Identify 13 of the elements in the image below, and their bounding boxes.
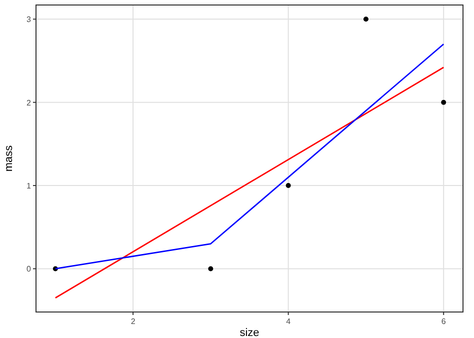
y-tick-label: 2 (26, 98, 32, 108)
y-axis-title: mass (3, 144, 15, 172)
point (363, 16, 368, 22)
x-tick-label: 6 (441, 317, 446, 326)
point (208, 266, 214, 272)
x-axis-title: size (240, 327, 260, 338)
x-tick-label: 4 (286, 317, 292, 326)
y-tick-label: 3 (26, 15, 32, 24)
point (441, 100, 446, 105)
x-tick-label: 2 (130, 317, 136, 326)
y-tick-label: 0 (26, 264, 32, 274)
y-tick-label: 1 (26, 182, 32, 191)
point (286, 183, 291, 188)
